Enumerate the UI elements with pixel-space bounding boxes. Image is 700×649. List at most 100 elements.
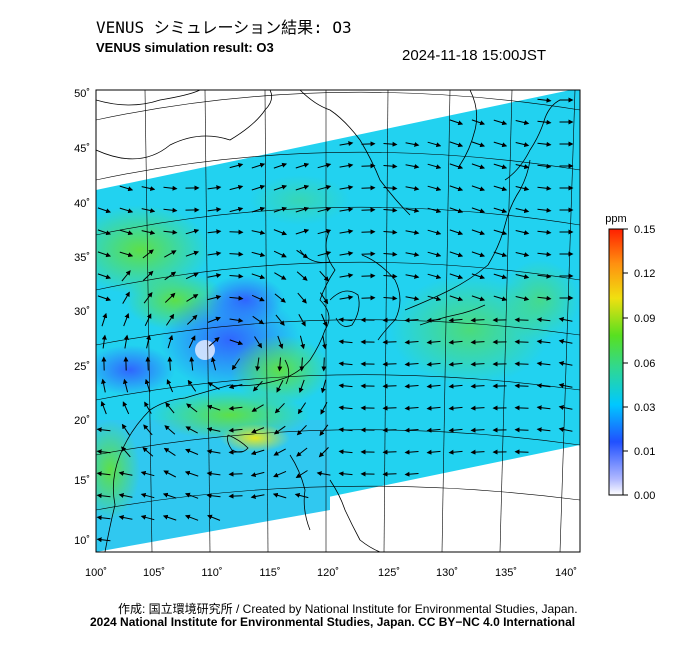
wind-arrow xyxy=(229,295,244,301)
wind-arrow xyxy=(101,312,108,327)
wind-arrow xyxy=(140,514,155,521)
wind-arrow xyxy=(471,141,486,148)
wind-arrow xyxy=(295,228,310,235)
wind-arrow xyxy=(123,334,129,349)
wind-arrow xyxy=(426,339,441,345)
wind-arrow xyxy=(536,361,551,367)
wind-arrow xyxy=(449,119,464,126)
wind-arrow xyxy=(97,295,112,302)
wind-arrow xyxy=(338,471,353,477)
wind-arrow xyxy=(514,405,529,411)
colorbar-tick-label: 0.06 xyxy=(634,358,655,370)
wind-arrow xyxy=(229,251,244,257)
wind-arrow xyxy=(119,229,134,236)
wind-arrow xyxy=(493,229,508,236)
wind-arrow xyxy=(207,316,221,323)
lat-tick-label: 10˚ xyxy=(74,535,90,547)
wind-arrow xyxy=(273,229,288,236)
wind-arrow xyxy=(537,273,552,279)
wind-arrow xyxy=(448,427,463,433)
wind-arrow xyxy=(207,251,222,257)
ozone-field-south xyxy=(96,420,330,552)
wind-arrow xyxy=(426,383,441,389)
wind-arrow xyxy=(382,383,397,389)
wind-arrow xyxy=(558,383,573,388)
wind-arrow xyxy=(276,379,284,393)
wind-arrow xyxy=(229,273,244,279)
wind-arrow xyxy=(167,356,173,371)
wind-arrow xyxy=(536,383,551,389)
wind-arrow xyxy=(228,449,243,455)
wind-arrow xyxy=(100,400,107,415)
wind-arrow xyxy=(449,163,464,170)
wind-arrow xyxy=(96,537,111,543)
wind-arrow xyxy=(165,402,175,414)
wind-arrow xyxy=(229,184,244,191)
wind-arrow xyxy=(273,470,287,478)
wind-arrow xyxy=(405,208,420,213)
wind-arrow xyxy=(141,208,156,213)
wind-arrow xyxy=(536,427,551,433)
wind-arrow xyxy=(118,471,133,476)
wind-arrow xyxy=(558,427,573,432)
wind-arrow xyxy=(382,317,397,323)
wind-arrow xyxy=(206,404,221,411)
wind-arrow xyxy=(493,207,508,214)
wind-arrow xyxy=(185,448,199,455)
wind-arrow xyxy=(537,185,552,191)
lon-axis: 100˚ 105˚ 110˚ 115˚ 120˚ 125˚ 130˚ 135˚ … xyxy=(85,567,577,579)
wind-arrow xyxy=(274,402,285,414)
wind-arrow xyxy=(515,142,530,148)
wind-arrow xyxy=(251,206,266,213)
wind-arrow xyxy=(339,273,354,279)
wind-arrow xyxy=(493,185,508,192)
wind-arrow xyxy=(470,383,485,389)
wind-arrow xyxy=(427,163,442,170)
wind-arrow xyxy=(426,361,441,367)
wind-arrow xyxy=(405,296,420,301)
wind-arrow xyxy=(119,251,134,258)
wind-vectors xyxy=(96,97,574,543)
wind-arrow xyxy=(164,292,176,303)
wind-arrow xyxy=(361,185,376,191)
wind-arrow xyxy=(162,514,177,521)
wind-arrow xyxy=(229,229,244,235)
wind-arrow xyxy=(277,335,284,350)
lat-tick-label: 50˚ xyxy=(74,88,90,100)
wind-arrow xyxy=(471,207,486,214)
colorbar: ppm 0.15 0.12 0.09 0.06 0.03 0.01 0.00 xyxy=(605,213,655,502)
wind-arrow xyxy=(185,228,200,235)
wind-arrow xyxy=(405,142,420,147)
wind-arrow xyxy=(142,249,154,259)
wind-arrow xyxy=(273,162,288,169)
lat-tick-label: 40˚ xyxy=(74,198,90,210)
wind-arrow xyxy=(338,339,353,345)
wind-arrow xyxy=(274,293,286,303)
wind-arrow xyxy=(383,229,398,235)
wind-arrow xyxy=(206,493,221,499)
wind-arrow xyxy=(339,295,354,301)
wind-arrow xyxy=(165,313,175,326)
wind-arrow xyxy=(207,207,222,213)
wind-arrow xyxy=(210,356,217,371)
wind-arrow xyxy=(536,405,551,411)
wind-arrow xyxy=(255,357,261,372)
wind-arrow xyxy=(470,427,485,433)
wind-arrow xyxy=(448,339,463,345)
wind-arrow xyxy=(167,334,174,349)
wind-arrow xyxy=(339,185,354,191)
wind-arrow xyxy=(164,425,176,435)
wind-arrow xyxy=(297,292,307,304)
wind-arrow xyxy=(405,164,420,169)
wind-arrow xyxy=(339,251,354,257)
wind-arrow xyxy=(471,119,486,126)
wind-arrow xyxy=(338,405,353,411)
wind-arrow xyxy=(514,361,529,367)
lon-tick-label: 135˚ xyxy=(495,567,517,579)
wind-arrow xyxy=(405,252,420,257)
wind-arrow xyxy=(470,405,485,411)
wind-arrow xyxy=(97,251,112,258)
lon-tick-label: 110˚ xyxy=(201,567,222,579)
wind-arrow xyxy=(493,295,508,302)
lon-tick-label: 105˚ xyxy=(143,567,165,579)
